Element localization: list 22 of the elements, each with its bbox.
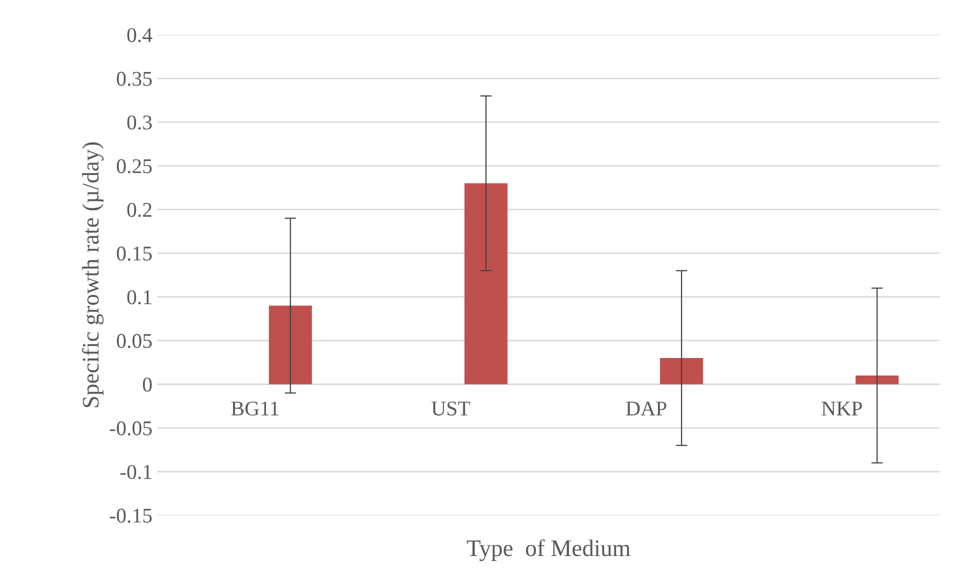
y-tick-label: 0 bbox=[142, 378, 152, 392]
y-tick-label: 0.3 bbox=[127, 115, 152, 130]
y-tick-label: -0.1 bbox=[120, 464, 152, 480]
y-tick-label: -0.15 bbox=[110, 508, 152, 523]
y-tick-label: 0.15 bbox=[116, 246, 152, 261]
bar bbox=[268, 306, 312, 384]
x-axis-title: Type of Medium bbox=[466, 539, 630, 562]
y-tick-label: -0.05 bbox=[110, 421, 152, 436]
x-tick-label: UST bbox=[432, 402, 470, 416]
y-tick-label: 0.05 bbox=[116, 334, 152, 348]
y-tick-label: 0.1 bbox=[127, 290, 152, 304]
x-tick-label: NKP bbox=[822, 402, 862, 416]
y-tick-label: 0.2 bbox=[127, 202, 152, 218]
bar bbox=[464, 183, 508, 384]
x-tick-label: BG11 bbox=[231, 402, 278, 416]
y-tick-label: 0.4 bbox=[127, 28, 152, 42]
x-tick-label: DAP bbox=[626, 402, 666, 416]
y-tick-label: 0.35 bbox=[116, 72, 152, 86]
bar bbox=[856, 376, 899, 384]
bar bbox=[660, 358, 704, 384]
y-tick-label: 0.25 bbox=[116, 159, 152, 174]
y-axis-title: Specific growth rate (µ/day) bbox=[82, 142, 104, 408]
